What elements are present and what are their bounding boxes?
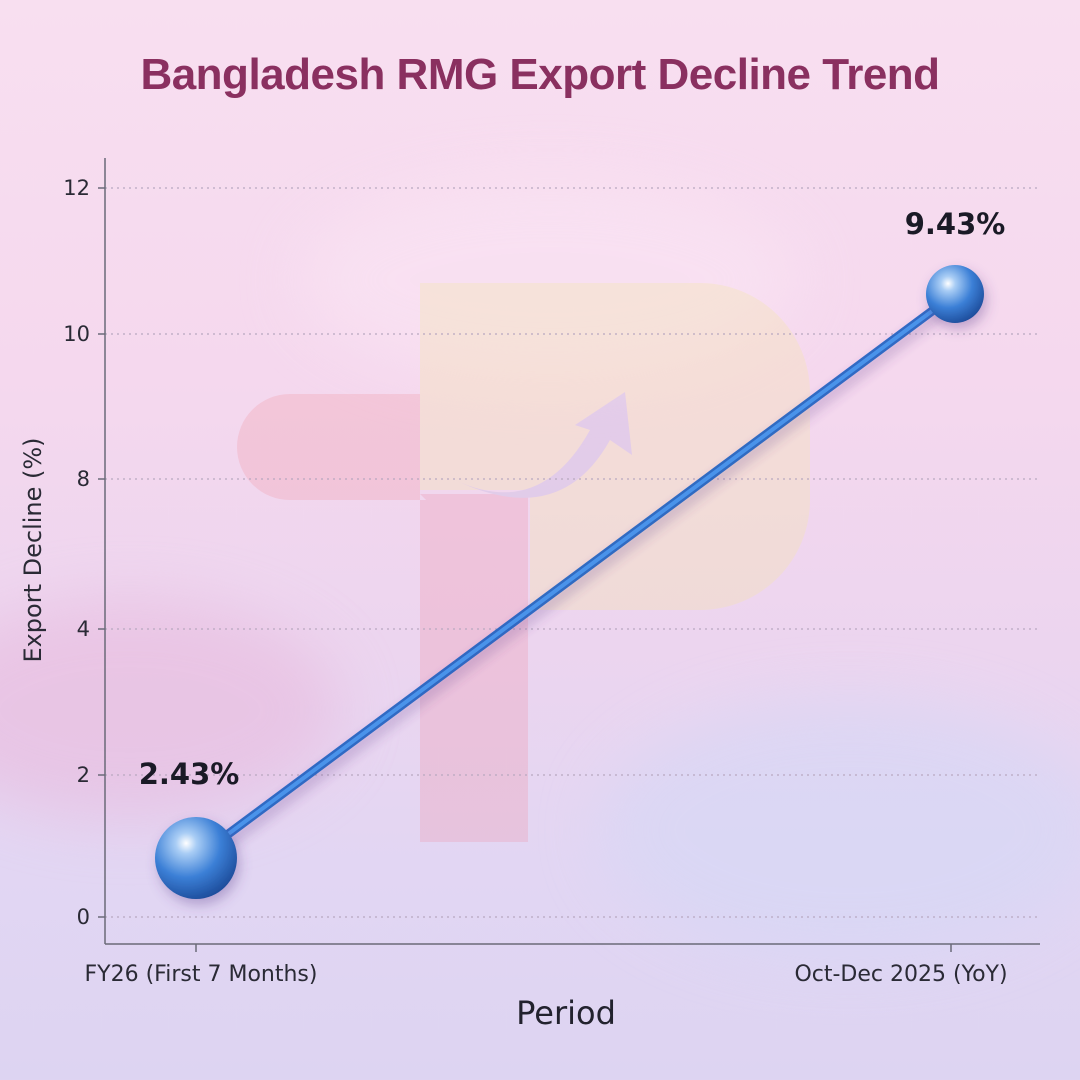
x-tick-label: FY26 (First 7 Months) <box>84 962 318 987</box>
y-tick-label: 2 <box>76 763 90 787</box>
y-tick-label: 12 <box>63 176 90 200</box>
y-tick-label: 4 <box>76 617 90 641</box>
gridlines <box>105 187 1040 918</box>
data-point-marker-oct-dec-2025 <box>926 265 984 323</box>
y-tick-label: 0 <box>76 905 90 929</box>
data-label-fy26: 2.43% <box>138 757 240 791</box>
y-tick-label: 8 <box>76 467 90 491</box>
background-cloud <box>0 600 340 820</box>
data-line-highlight <box>194 292 957 860</box>
x-axis-ticks <box>195 944 952 952</box>
data-point-marker-fy26 <box>155 817 237 899</box>
x-axis-label: Period <box>516 994 616 1032</box>
y-axis-ticks <box>98 187 105 918</box>
y-axis-label: Export Decline (%) <box>19 437 47 663</box>
background-cloud <box>300 180 800 380</box>
x-tick-label: Oct-Dec 2025 (YoY) <box>794 962 1008 987</box>
chart-title: Bangladesh RMG Export Decline Trend <box>140 50 940 99</box>
data-label-oct-dec-2025: 9.43% <box>904 207 1006 241</box>
y-tick-label: 10 <box>63 322 90 346</box>
